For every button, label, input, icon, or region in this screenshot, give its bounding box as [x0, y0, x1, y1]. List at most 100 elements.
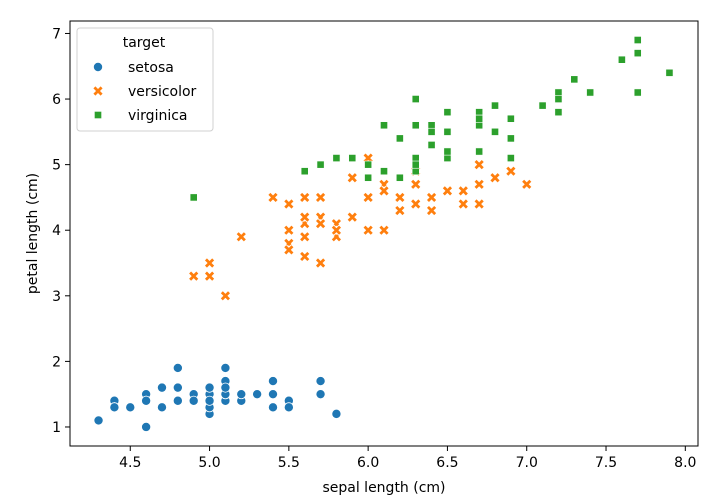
x-tick-label: 4.5	[119, 455, 141, 471]
data-point-virginica	[427, 127, 436, 136]
data-point-setosa	[204, 382, 215, 393]
data-point-versicolor	[282, 243, 295, 256]
data-point-setosa	[331, 408, 342, 419]
data-point-setosa	[93, 415, 104, 426]
data-point-setosa	[267, 376, 278, 387]
y-tick-label: 4	[52, 223, 61, 239]
data-point-versicolor	[441, 184, 454, 197]
data-point-setosa	[315, 389, 326, 400]
data-point-virginica	[491, 127, 499, 136]
data-point-virginica	[475, 147, 484, 156]
data-point-virginica	[332, 154, 341, 162]
data-point-versicolor	[298, 230, 311, 243]
data-point-setosa	[141, 395, 152, 406]
data-point-versicolor	[362, 191, 375, 204]
data-point-virginica	[380, 167, 388, 176]
data-point-versicolor	[489, 171, 501, 184]
data-point-versicolor	[203, 270, 216, 283]
data-point-versicolor	[346, 171, 359, 184]
data-point-versicolor	[235, 230, 248, 243]
data-point-virginica	[395, 173, 404, 182]
y-tick-label: 5	[52, 158, 61, 174]
data-point-versicolor	[378, 224, 390, 237]
data-point-versicolor	[425, 191, 438, 204]
data-point-virginica	[475, 114, 484, 123]
data-point-setosa	[172, 362, 183, 373]
legend-entry-setosa: setosa	[93, 60, 174, 76]
data-point-virginica	[475, 121, 484, 130]
data-point-setosa	[109, 402, 120, 413]
data-point-virginica	[411, 121, 420, 130]
data-point-versicolor	[267, 191, 279, 204]
data-point-versicolor	[298, 191, 311, 204]
data-point-virginica	[427, 141, 436, 149]
data-point-versicolor	[314, 217, 327, 230]
data-point-versicolor	[346, 211, 359, 224]
x-tick-label: 7.5	[595, 455, 617, 471]
data-point-versicolor	[409, 198, 422, 210]
legend-marker-setosa	[93, 62, 104, 73]
data-point-virginica	[348, 154, 357, 162]
legend-marker-virginica	[94, 111, 102, 119]
data-point-virginica	[633, 49, 642, 58]
data-point-virginica	[411, 160, 420, 169]
x-tick-label: 6.0	[357, 455, 379, 471]
x-tick-label: 5.0	[198, 455, 220, 471]
data-point-virginica	[364, 173, 373, 182]
data-point-virginica	[395, 134, 404, 143]
data-point-virginica	[427, 121, 436, 130]
data-point-virginica	[189, 193, 198, 202]
legend-entry-versicolor: versicolor	[92, 84, 197, 100]
data-point-versicolor	[473, 158, 486, 171]
legend-marker-versicolor	[92, 85, 104, 97]
legend-label-versicolor: versicolor	[128, 84, 197, 100]
series-setosa	[93, 362, 342, 432]
data-point-versicolor	[425, 204, 438, 217]
axis-ticks: 4.5 5.0 5.5 6.0 6.5 7.0 7.5 8.0 1 2 3 4 5 6 7	[52, 26, 696, 471]
data-point-versicolor	[362, 224, 375, 237]
x-tick-label: 8.0	[674, 455, 696, 471]
data-point-versicolor	[473, 198, 486, 210]
y-tick-label: 1	[52, 420, 61, 436]
y-tick-label: 2	[52, 354, 61, 370]
legend: target setosa versicolor virginica	[76, 27, 214, 132]
data-point-virginica	[586, 88, 595, 97]
x-tick-label: 6.5	[436, 455, 458, 471]
data-point-setosa	[315, 376, 326, 387]
data-point-virginica	[538, 101, 547, 110]
axes-frame	[69, 20, 699, 447]
data-point-setosa	[156, 402, 167, 413]
data-point-virginica	[443, 147, 452, 156]
legend-title: target	[123, 35, 166, 51]
x-axis-label: sepal length (cm)	[322, 480, 445, 496]
data-point-setosa	[267, 389, 278, 400]
data-point-virginica	[411, 95, 420, 103]
legend-entry-virginica: virginica	[94, 108, 188, 124]
data-point-versicolor	[393, 204, 406, 217]
data-point-setosa	[141, 421, 152, 432]
data-point-setosa	[172, 382, 183, 393]
data-point-setosa	[236, 389, 247, 400]
data-point-virginica	[411, 154, 420, 162]
data-point-setosa	[125, 402, 136, 413]
data-point-setosa	[267, 402, 278, 413]
series-versicolor	[187, 152, 533, 302]
data-point-setosa	[283, 402, 294, 413]
data-point-virginica	[443, 127, 452, 136]
data-point-virginica	[380, 121, 388, 130]
data-point-versicolor	[298, 211, 311, 224]
data-point-versicolor	[409, 178, 422, 191]
data-point-virginica	[506, 134, 515, 143]
data-point-versicolor	[504, 165, 517, 178]
data-point-versicolor	[187, 270, 200, 283]
legend-entries: setosa versicolor virginica	[92, 60, 197, 124]
y-tick-label: 7	[52, 26, 61, 42]
data-point-virginica	[554, 88, 563, 97]
data-point-virginica	[506, 154, 515, 162]
data-point-virginica	[300, 167, 309, 176]
y-tick-label: 3	[52, 289, 61, 305]
data-point-virginica	[443, 154, 452, 162]
data-point-virginica	[491, 101, 499, 110]
data-point-virginica	[364, 160, 373, 169]
